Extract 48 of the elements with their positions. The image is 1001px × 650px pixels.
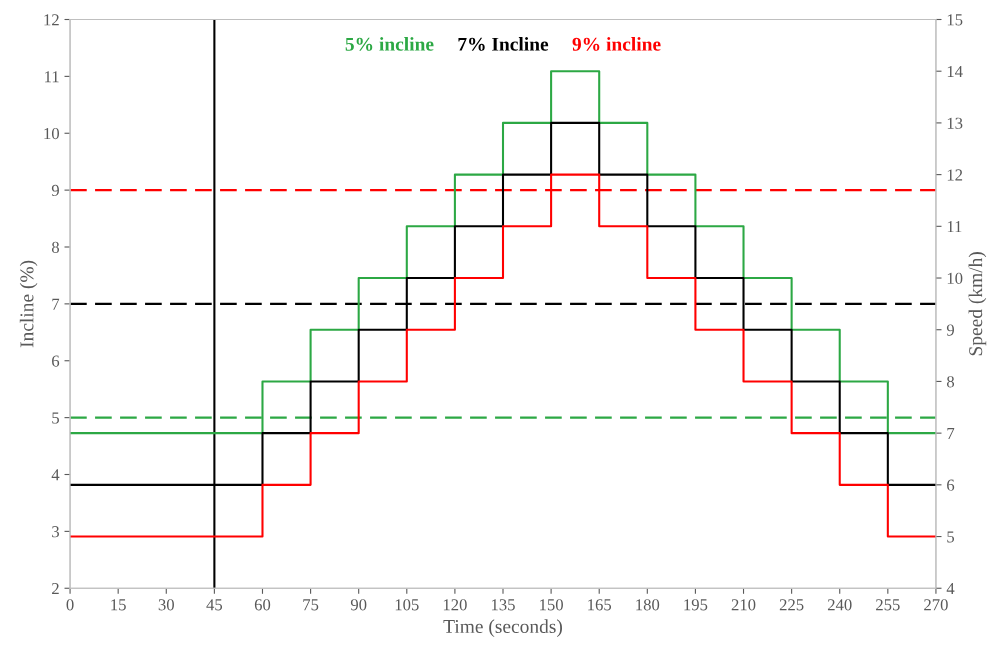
x-tick-label: 75 (303, 599, 319, 611)
y-axis-title: Incline (%) (19, 260, 38, 348)
x-tick-label: 240 (827, 599, 852, 611)
x-tick-label: 255 (876, 599, 900, 611)
x-tick-label: 45 (206, 599, 223, 611)
x-tick-label: 120 (443, 599, 467, 611)
x-tick-label: 165 (588, 599, 612, 611)
x-tick-label: 30 (158, 599, 174, 611)
y2-tick-label: 13 (947, 117, 963, 129)
x-tick-label: 105 (395, 599, 419, 611)
x-tick-label: 15 (111, 599, 126, 611)
y2-tick-label: 11 (947, 221, 962, 233)
x-axis-title: Time (seconds) (443, 619, 563, 637)
y-tick-label: 4 (51, 469, 60, 481)
x-tick-label: 135 (491, 599, 515, 611)
y2-tick-label: 14 (947, 65, 963, 77)
y-tick-label: 3 (52, 526, 59, 538)
x-tick-label: 60 (254, 599, 271, 611)
y2-tick-label: 7 (947, 428, 955, 439)
x-tick-label: 210 (731, 599, 756, 611)
y2-tick-label: 10 (947, 272, 963, 284)
y2-tick-label: 12 (947, 169, 963, 181)
y2-tick-label: 6 (947, 479, 955, 491)
y2-tick-label: 4 (946, 583, 955, 595)
y2-axis-title: Speed (km/h) (968, 252, 987, 356)
x-tick-label: 270 (924, 599, 948, 611)
y-tick-label: 7 (52, 298, 60, 310)
y2-tick-label: 5 (947, 531, 955, 543)
text: 7% Incline (458, 37, 549, 51)
y-tick-label: 8 (51, 241, 60, 253)
x-tick-label: 225 (779, 599, 804, 611)
y2-tick-label: 9 (946, 324, 954, 336)
text: 9% incline (572, 37, 661, 51)
x-tick-label: 0 (66, 599, 74, 611)
y-tick-label: 9 (51, 184, 59, 197)
y-tick-label: 5 (52, 412, 59, 424)
y-tick-label: 6 (52, 355, 60, 367)
y-tick-label: 12 (44, 14, 59, 26)
y2-tick-label: 15 (947, 14, 963, 26)
x-tick-label: 150 (540, 599, 563, 611)
y-tick-label: 10 (44, 127, 60, 140)
y-tick-label: 11 (45, 71, 59, 83)
x-tick-label: 195 (684, 599, 708, 611)
x-tick-label: 180 (636, 599, 660, 611)
text: 5% incline (345, 37, 434, 51)
y2-tick-label: 8 (946, 376, 955, 388)
y-tick-label: 2 (52, 583, 59, 595)
x-tick-label: 90 (350, 599, 367, 611)
